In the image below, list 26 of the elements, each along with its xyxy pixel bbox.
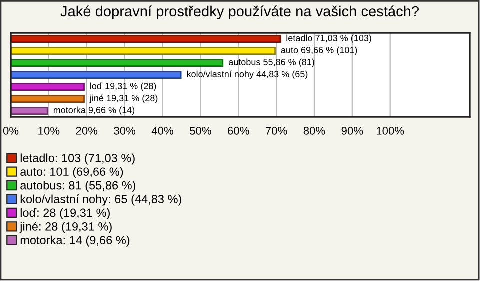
x-tick-label: 20% [76,127,98,135]
data-label: motorka 9,66 % (14) [54,106,135,116]
x-tick-label: 100% [376,127,404,135]
x-tick-label: 70% [266,127,288,135]
data-label: autobus 55,86 % (81) [228,58,314,68]
x-tick-label: 40% [152,127,174,135]
x-tick-label: 80% [304,127,326,135]
legend-label: jiné: 28 (19,31 %) [20,222,112,234]
data-label: jiné 19,31 % (28) [90,94,158,104]
x-tick-label: 90% [342,127,364,135]
chart-title: Jaké dopravní prostředky používáte na vašich cestách? [60,6,420,20]
legend-label: auto: 101 (69,66 %) [20,167,124,178]
x-tick-label: 50% [190,127,212,135]
legend-label: motorka: 14 (9,66 %) [20,236,130,247]
x-tick-label: 30% [114,127,136,135]
legend-label: letadlo: 103 (71,03 %) [20,154,135,165]
x-tick-label: 60% [228,127,250,135]
data-label: letadlo 71,03 % (103) [286,34,372,44]
legend-label: loď: 28 (19,31 %) [20,208,110,220]
data-label: kolo/vlastní nohy 44,83 % (65) [187,70,308,80]
x-tick-label: 10% [38,127,60,135]
data-label: loď 19,31 % (28) [90,82,156,92]
data-label: auto 69,66 % (101) [281,46,358,56]
legend-label: kolo/vlastní nohy: 65 (44,83 %) [20,194,182,206]
x-tick-label: 0% [3,127,19,135]
legend-label: autobus: 81 (55,86 %) [20,181,136,192]
